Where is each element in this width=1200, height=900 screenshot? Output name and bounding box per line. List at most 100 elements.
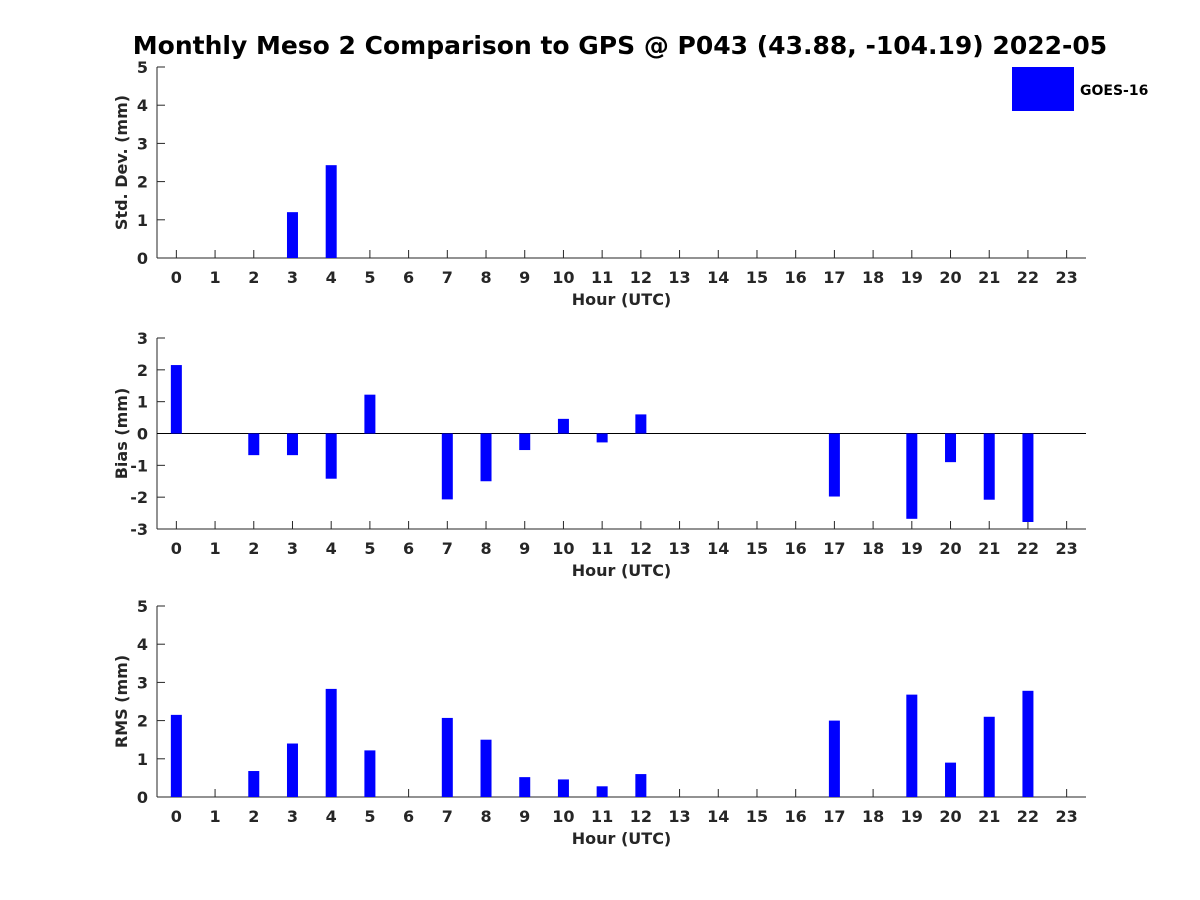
y-tick-label: 0 — [137, 249, 148, 268]
x-tick-label: 22 — [1017, 539, 1039, 558]
x-tick-label: 20 — [939, 539, 961, 558]
x-tick-label: 5 — [364, 539, 375, 558]
x-tick-label: 11 — [591, 268, 613, 287]
x-tick-label: 21 — [978, 539, 1000, 558]
x-tick-label: 8 — [480, 268, 491, 287]
bar-hour-22 — [1022, 690, 1034, 797]
y-tick-label: -3 — [130, 520, 148, 539]
y-axis-label: RMS (mm) — [112, 655, 131, 748]
y-tick-label: 5 — [137, 597, 148, 616]
chart-title: Monthly Meso 2 Comparison to GPS @ P043 … — [133, 31, 1107, 60]
x-tick-label: 5 — [364, 807, 375, 826]
bar-hour-19 — [906, 694, 918, 797]
y-tick-label: 4 — [137, 635, 148, 654]
x-tick-label: 12 — [630, 268, 652, 287]
bar-hour-7 — [441, 717, 453, 797]
x-tick-label: 7 — [442, 268, 453, 287]
bar-hour-7 — [441, 433, 453, 500]
y-tick-label: 3 — [137, 134, 148, 153]
x-tick-label: 14 — [707, 807, 729, 826]
x-tick-label: 2 — [248, 539, 259, 558]
y-axis-label: Bias (mm) — [112, 388, 131, 480]
x-tick-label: 16 — [785, 807, 807, 826]
bar-hour-12 — [635, 774, 647, 797]
y-tick-label: 1 — [137, 750, 148, 769]
y-tick-label: -2 — [130, 488, 148, 507]
y-tick-label: 0 — [137, 425, 148, 444]
bar-hour-20 — [945, 762, 957, 797]
x-tick-label: 23 — [1056, 268, 1078, 287]
x-tick-label: 10 — [552, 807, 574, 826]
bar-hour-17 — [828, 433, 840, 497]
y-tick-label: 4 — [137, 96, 148, 115]
x-tick-label: 17 — [823, 807, 845, 826]
x-axis-label: Hour (UTC) — [572, 829, 672, 848]
bar-hour-12 — [635, 414, 647, 434]
bar-hour-8 — [480, 739, 492, 797]
x-tick-label: 11 — [591, 807, 613, 826]
x-tick-label: 7 — [442, 807, 453, 826]
x-tick-label: 18 — [862, 807, 884, 826]
x-tick-label: 2 — [248, 807, 259, 826]
x-tick-label: 12 — [630, 807, 652, 826]
x-tick-label: 3 — [287, 539, 298, 558]
x-tick-label: 3 — [287, 807, 298, 826]
x-tick-label: 0 — [171, 807, 182, 826]
x-tick-label: 1 — [209, 268, 220, 287]
x-tick-label: 9 — [519, 539, 530, 558]
x-tick-label: 13 — [668, 539, 690, 558]
x-tick-label: 14 — [707, 539, 729, 558]
x-tick-label: 15 — [746, 268, 768, 287]
x-tick-label: 17 — [823, 539, 845, 558]
y-tick-label: 1 — [137, 393, 148, 412]
x-tick-label: 9 — [519, 268, 530, 287]
x-tick-label: 19 — [901, 539, 923, 558]
x-tick-label: 21 — [978, 807, 1000, 826]
x-tick-label: 16 — [785, 539, 807, 558]
y-tick-label: 2 — [137, 173, 148, 192]
legend-swatch — [1012, 67, 1074, 111]
x-tick-label: 1 — [209, 807, 220, 826]
bar-hour-4 — [325, 688, 337, 797]
x-tick-label: 9 — [519, 807, 530, 826]
bar-hour-5 — [364, 394, 376, 434]
bar-hour-2 — [248, 433, 260, 456]
bar-hour-8 — [480, 433, 492, 482]
x-tick-label: 15 — [746, 807, 768, 826]
x-tick-label: 21 — [978, 268, 1000, 287]
x-tick-label: 6 — [403, 807, 414, 826]
y-tick-label: 2 — [137, 361, 148, 380]
y-tick-label: 3 — [137, 329, 148, 348]
bar-hour-20 — [945, 433, 957, 463]
x-tick-label: 7 — [442, 539, 453, 558]
bar-hour-9 — [519, 777, 531, 797]
x-tick-label: 18 — [862, 268, 884, 287]
x-tick-label: 1 — [209, 539, 220, 558]
x-tick-label: 11 — [591, 539, 613, 558]
y-tick-label: -1 — [130, 456, 148, 475]
x-tick-label: 10 — [552, 268, 574, 287]
x-tick-label: 20 — [939, 268, 961, 287]
bar-hour-10 — [557, 418, 569, 434]
x-tick-label: 18 — [862, 539, 884, 558]
x-tick-label: 22 — [1017, 268, 1039, 287]
x-tick-label: 14 — [707, 268, 729, 287]
x-axis-label: Hour (UTC) — [572, 290, 672, 309]
bar-hour-4 — [325, 165, 337, 258]
bar-hour-4 — [325, 433, 337, 479]
x-tick-label: 6 — [403, 268, 414, 287]
bar-hour-21 — [983, 433, 995, 500]
x-tick-label: 23 — [1056, 539, 1078, 558]
x-tick-label: 8 — [480, 539, 491, 558]
x-axis-label: Hour (UTC) — [572, 561, 672, 580]
x-tick-label: 10 — [552, 539, 574, 558]
bar-hour-11 — [596, 433, 608, 443]
bar-hour-0 — [170, 714, 182, 797]
x-tick-label: 16 — [785, 268, 807, 287]
x-tick-label: 22 — [1017, 807, 1039, 826]
x-tick-label: 3 — [287, 268, 298, 287]
x-tick-label: 19 — [901, 807, 923, 826]
bar-hour-3 — [286, 743, 298, 797]
